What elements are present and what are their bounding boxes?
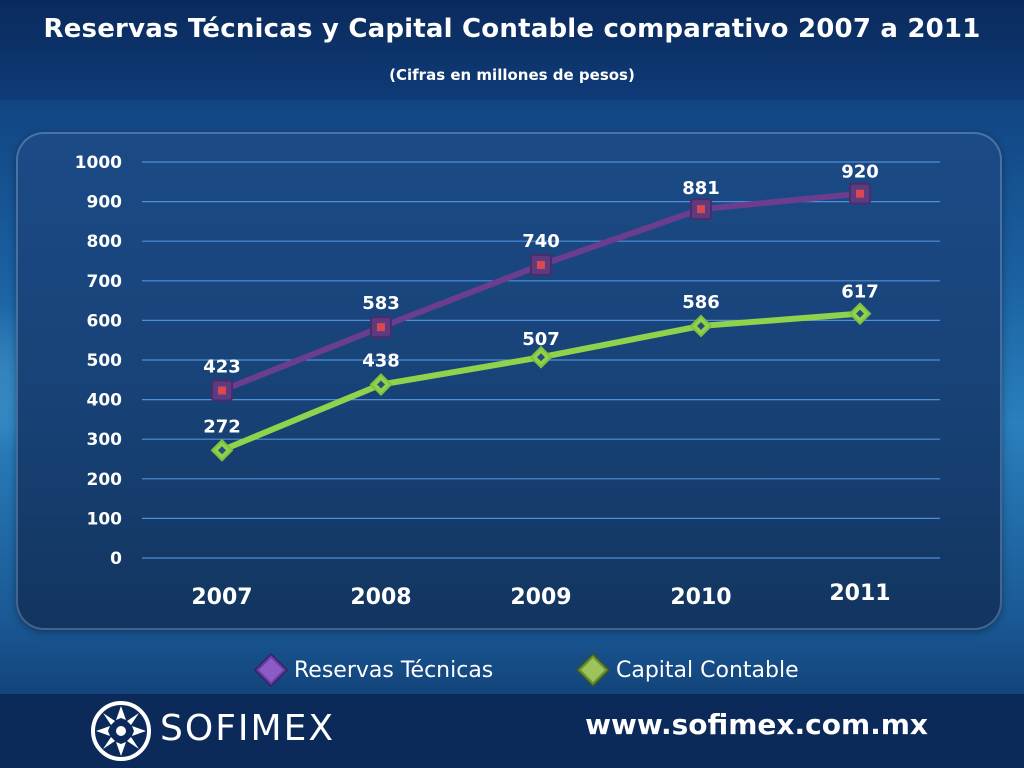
data-point-core-reservas-2010 — [697, 205, 705, 214]
data-label-reservas-2008: 583 — [362, 293, 400, 314]
x-tick-label-2009: 2009 — [510, 585, 571, 610]
sofimex-logo-icon — [91, 701, 151, 761]
y-tick-label-600: 600 — [87, 311, 123, 331]
footer-band: SOFIMEX www.sofimex.com.mx — [0, 694, 1024, 768]
y-tick-label-0: 0 — [110, 549, 122, 569]
data-label-capital-2007: 272 — [203, 416, 241, 437]
legend-item-reservas: Reservas Técnicas — [254, 650, 493, 690]
data-point-core-reservas-2007 — [218, 386, 226, 395]
x-tick-label-2010: 2010 — [670, 585, 731, 610]
data-label-reservas-2009: 740 — [522, 231, 560, 252]
data-point-core-capital-2010 — [697, 321, 705, 330]
page-title: Reservas Técnicas y Capital Contable com… — [43, 14, 981, 44]
data-point-core-capital-2008 — [377, 380, 385, 389]
x-tick-label-2008: 2008 — [350, 585, 411, 610]
data-label-capital-2008: 438 — [362, 351, 400, 372]
data-label-reservas-2007: 423 — [203, 356, 241, 377]
data-label-reservas-2011: 920 — [841, 162, 879, 183]
y-tick-label-400: 400 — [87, 391, 123, 411]
purple-diamond-icon — [254, 653, 288, 687]
sofimex-logo-text: SOFIMEX — [160, 708, 335, 749]
y-tick-label-300: 300 — [87, 430, 123, 450]
chart-legend: Reservas Técnicas Capital Contable — [0, 650, 1024, 690]
y-tick-label-700: 700 — [87, 272, 123, 292]
website-url: www.sofimex.com.mx — [585, 708, 928, 741]
data-label-reservas-2010: 881 — [682, 178, 720, 199]
data-label-capital-2010: 586 — [682, 292, 720, 313]
x-tick-label-2011: 2011 — [829, 581, 890, 606]
y-tick-label-100: 100 — [87, 509, 123, 529]
data-label-capital-2011: 617 — [841, 282, 879, 303]
data-point-core-capital-2007 — [218, 446, 226, 455]
header-band — [0, 0, 1024, 100]
data-point-core-capital-2009 — [537, 353, 545, 362]
y-tick-label-500: 500 — [87, 351, 123, 371]
legend-item-capital: Capital Contable — [576, 650, 799, 690]
y-tick-label-200: 200 — [87, 470, 123, 490]
data-label-capital-2009: 507 — [522, 329, 560, 350]
y-tick-label-1000: 1000 — [75, 153, 122, 173]
x-tick-label-2007: 2007 — [191, 585, 252, 610]
chart-panel — [16, 132, 1002, 630]
data-point-core-reservas-2008 — [377, 323, 385, 332]
data-point-core-reservas-2011 — [856, 189, 864, 198]
legend-label-reservas: Reservas Técnicas — [294, 657, 494, 683]
y-tick-label-800: 800 — [87, 232, 123, 252]
y-tick-label-900: 900 — [87, 193, 123, 213]
page-subtitle: (Cifras en millones de pesos) — [389, 66, 635, 84]
legend-label-capital: Capital Contable — [616, 657, 799, 683]
data-point-core-reservas-2009 — [537, 260, 545, 269]
green-diamond-icon — [576, 653, 610, 687]
data-point-core-capital-2011 — [856, 309, 864, 318]
